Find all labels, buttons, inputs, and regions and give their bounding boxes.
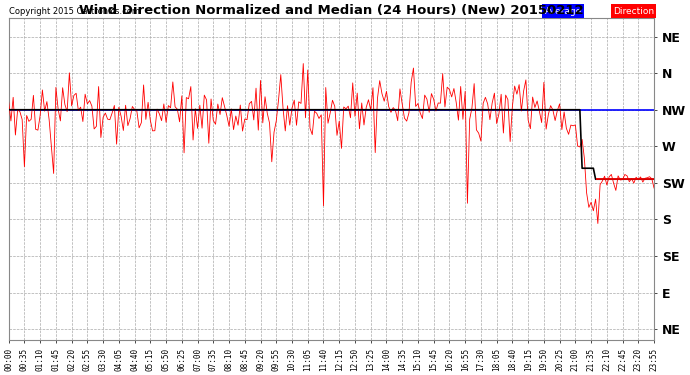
Title: Wind Direction Normalized and Median (24 Hours) (New) 20150212: Wind Direction Normalized and Median (24… — [79, 4, 584, 17]
Text: Average: Average — [544, 6, 582, 15]
Text: Copyright 2015 Cartronics.com: Copyright 2015 Cartronics.com — [9, 6, 139, 15]
Text: Direction: Direction — [613, 6, 654, 15]
